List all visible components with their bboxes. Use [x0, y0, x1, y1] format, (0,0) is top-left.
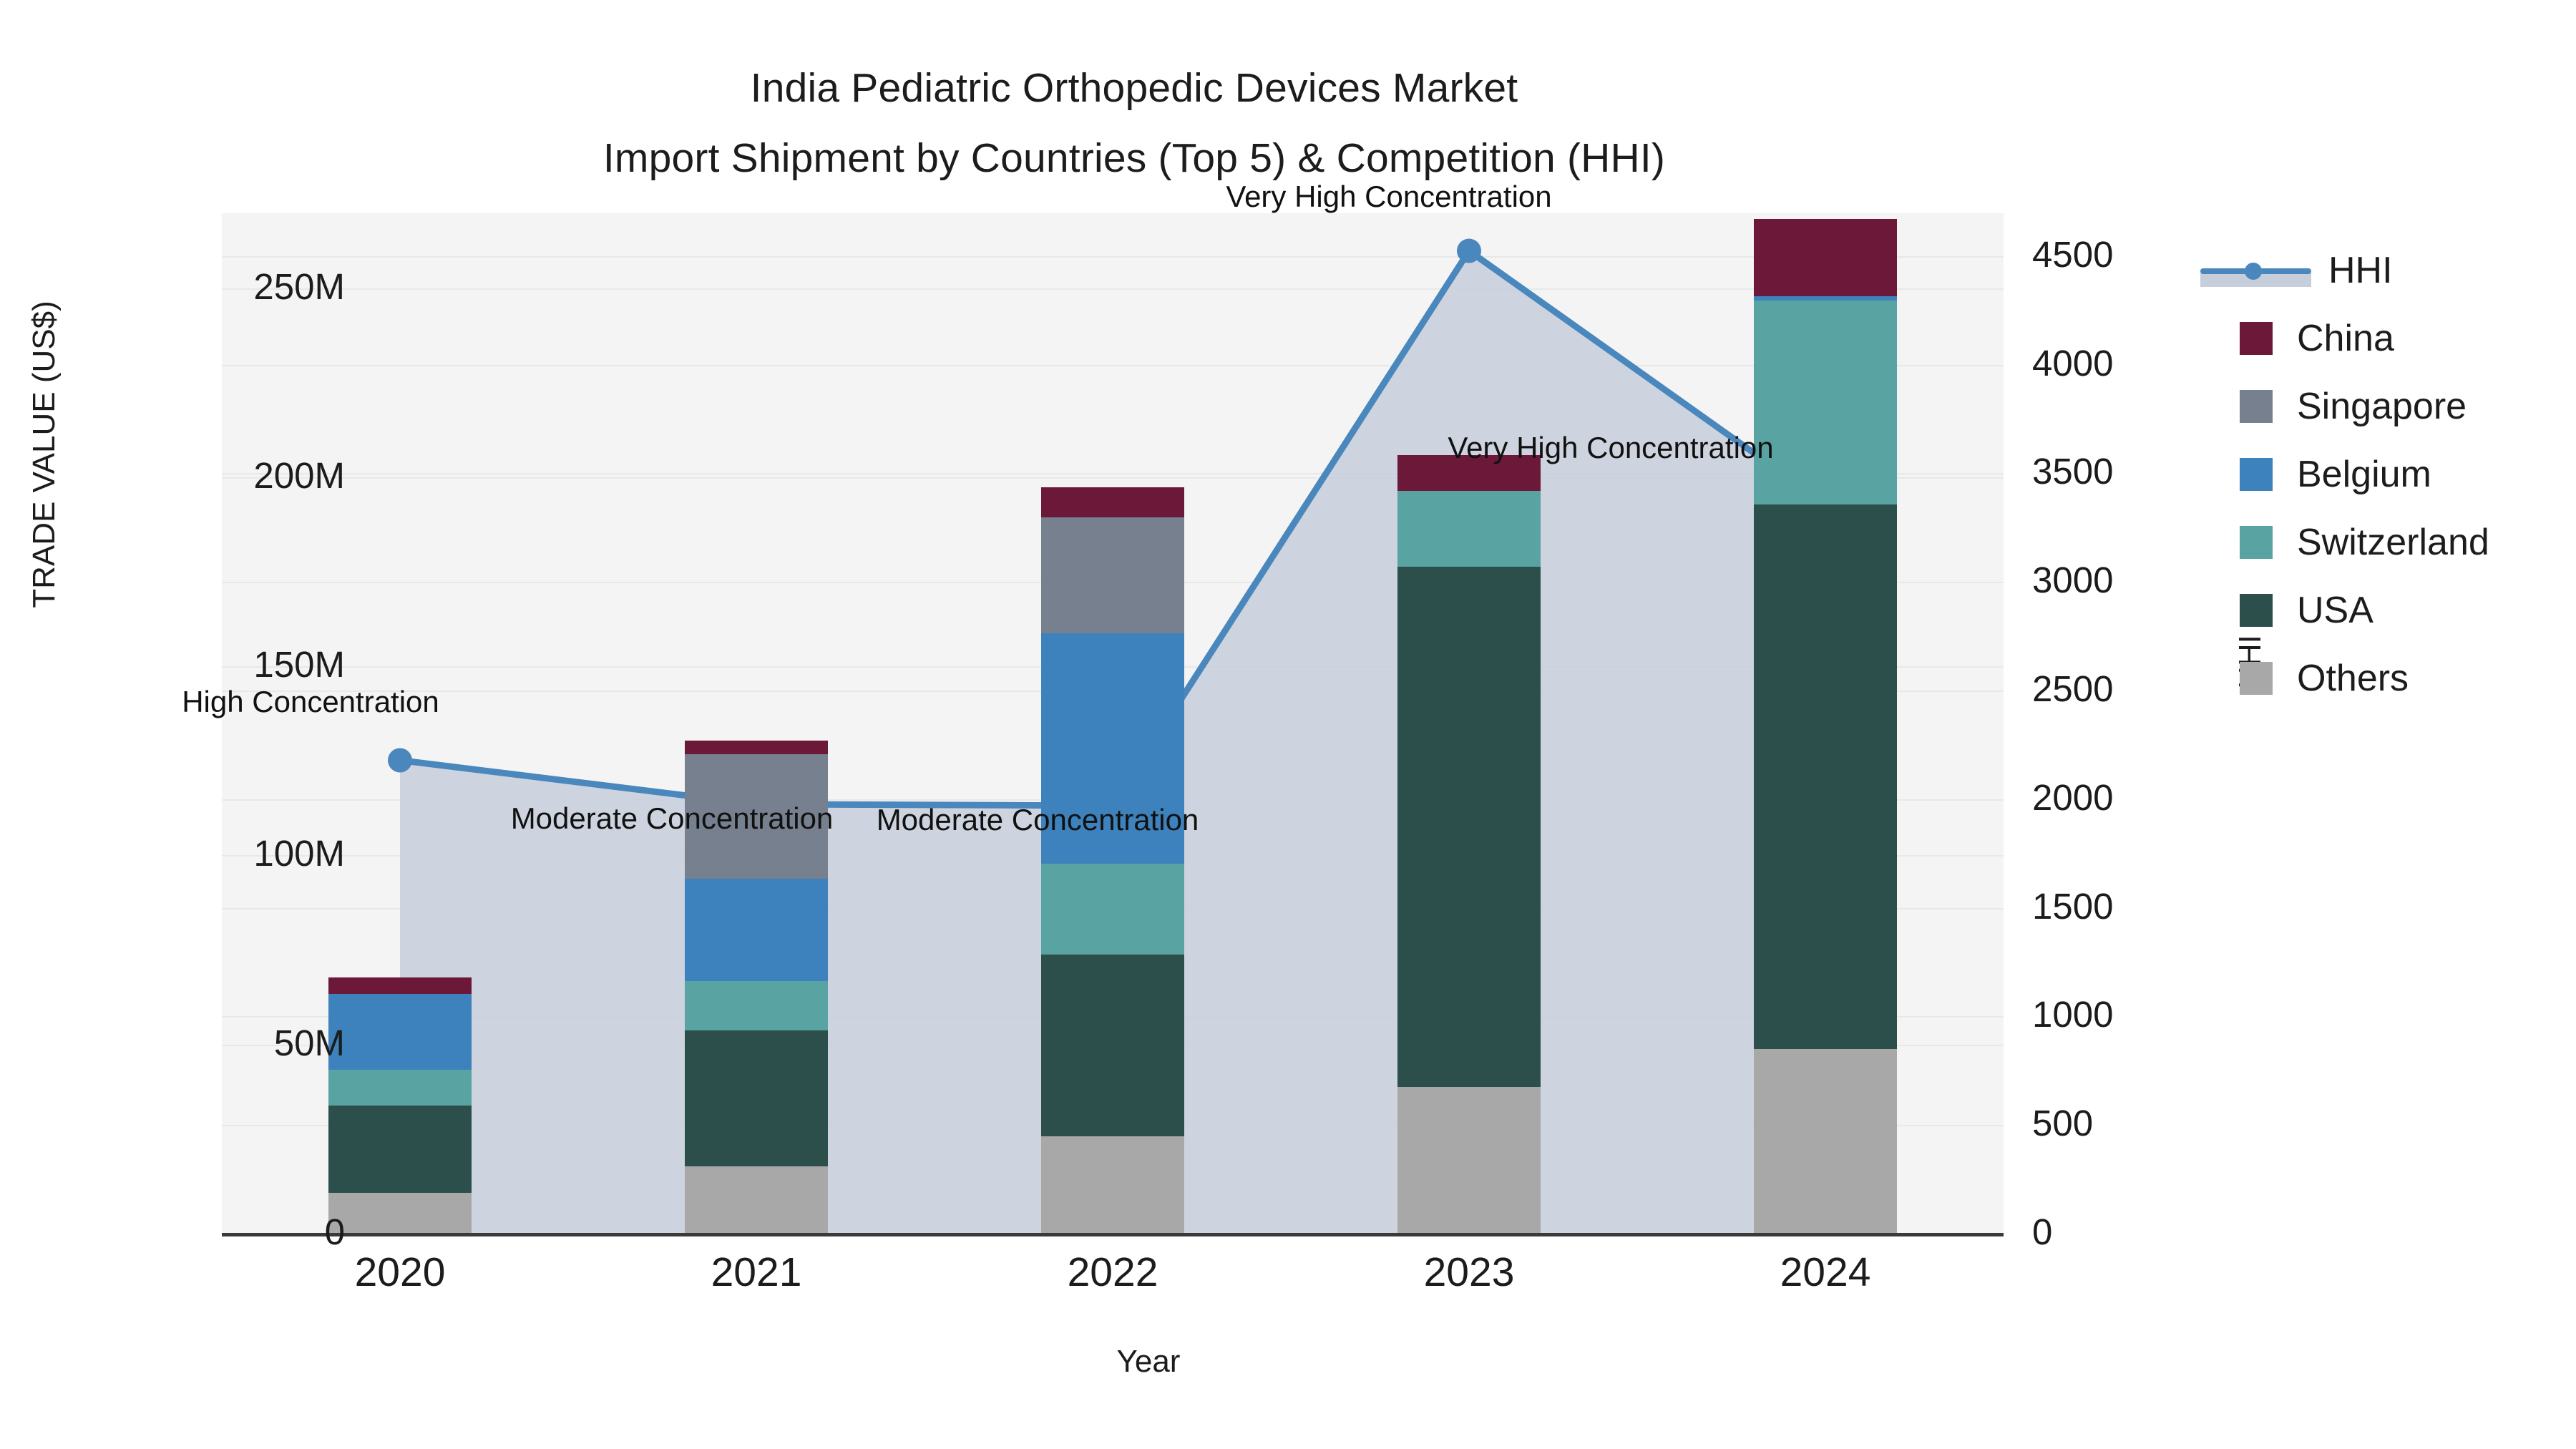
bar-segment-belgium[interactable]: [1754, 296, 1897, 301]
y-tick-left: 150M: [253, 644, 345, 686]
legend-label: USA: [2297, 589, 2373, 631]
y-tick-left: 200M: [253, 454, 345, 496]
annotation-label: Very High Concentration: [1226, 179, 1552, 213]
legend-color-swatch: [2240, 525, 2273, 559]
legend-label: Others: [2297, 657, 2409, 699]
gridline: [222, 364, 2004, 366]
bar-segment-singapore[interactable]: [1041, 517, 1184, 633]
x-axis-label: Year: [1116, 1344, 1181, 1379]
x-axis-line: [222, 1233, 2004, 1236]
chart-title-block: India Pediatric Orthopedic Devices Marke…: [0, 53, 2268, 193]
y-tick-right: 2000: [2032, 776, 2114, 818]
legend-fill-band: [2200, 272, 2311, 287]
legend-line-swatch: [2200, 254, 2311, 287]
bar-segment-others[interactable]: [1041, 1136, 1184, 1234]
bar-segment-usa[interactable]: [685, 1030, 828, 1166]
y-tick-right: 4000: [2032, 342, 2114, 384]
hhi-marker[interactable]: [1457, 238, 1481, 263]
bar-group[interactable]: [1397, 213, 1541, 1234]
gridline: [222, 473, 2004, 475]
y-tick-right: 0: [2032, 1211, 2053, 1252]
legend-item-belgium[interactable]: Belgium: [2240, 440, 2576, 508]
legend-label: Singapore: [2297, 385, 2467, 427]
legend-label: HHI: [2328, 249, 2393, 291]
bar-group[interactable]: [685, 213, 828, 1234]
legend-item-china[interactable]: China: [2240, 304, 2576, 372]
bar-segment-others[interactable]: [685, 1166, 828, 1234]
x-tick-2023: 2023: [1423, 1249, 1515, 1295]
hhi-marker[interactable]: [388, 748, 412, 773]
x-tick-2022: 2022: [1067, 1249, 1158, 1295]
bar-segment-others[interactable]: [1754, 1049, 1897, 1234]
y-tick-right: 500: [2032, 1103, 2094, 1144]
legend-color-swatch: [2240, 389, 2273, 423]
y-tick-left: 0: [324, 1211, 345, 1252]
plot-inner: High Concentration Moderate Concentration…: [182, 180, 2004, 1236]
legend-color-swatch: [2240, 457, 2273, 491]
gridline: [222, 288, 2004, 290]
bar-segment-china[interactable]: [328, 977, 472, 995]
x-tick-2020: 2020: [354, 1249, 446, 1295]
page-title: India Pediatric Orthopedic Devices Marke…: [750, 65, 1518, 111]
legend-label: China: [2297, 317, 2394, 359]
bar-group[interactable]: [328, 213, 472, 1234]
bar-segment-switzerland[interactable]: [1397, 491, 1541, 567]
y-tick-right: 3000: [2032, 560, 2114, 601]
y-tick-right: 1500: [2032, 885, 2114, 927]
bar-segment-switzerland[interactable]: [1041, 864, 1184, 955]
bar-segment-china[interactable]: [1397, 455, 1541, 492]
bar-segment-usa[interactable]: [1754, 504, 1897, 1050]
bar-segment-singapore[interactable]: [685, 753, 828, 879]
annotation-label: Very High Concentration: [1448, 430, 1774, 464]
y-tick-right: 2500: [2032, 668, 2114, 709]
y-tick-left: 50M: [273, 1022, 345, 1063]
bar-segment-usa[interactable]: [328, 1106, 472, 1193]
bar-segment-switzerland[interactable]: [1754, 300, 1897, 504]
legend-item-usa[interactable]: USA: [2240, 576, 2576, 644]
x-tick-2024: 2024: [1780, 1249, 1871, 1295]
y-tick-left: 100M: [253, 833, 345, 874]
bar-segment-belgium[interactable]: [685, 879, 828, 981]
bar-segment-switzerland[interactable]: [328, 1070, 472, 1106]
bar-segment-others[interactable]: [328, 1192, 472, 1234]
gridline: [222, 255, 2004, 258]
bar-segment-china[interactable]: [685, 741, 828, 754]
y-tick-right: 1000: [2032, 994, 2114, 1035]
annotation-label: High Concentration: [182, 684, 439, 718]
legend-line-marker: [2245, 262, 2262, 280]
legend-item-singapore[interactable]: Singapore: [2240, 372, 2576, 440]
annotation-label: Moderate Concentration: [876, 802, 1199, 836]
legend-color-swatch: [2240, 661, 2273, 695]
bar-segment-usa[interactable]: [1041, 954, 1184, 1136]
bar-group[interactable]: [1041, 213, 1184, 1234]
y-tick-left: 250M: [253, 265, 345, 307]
annotation-label: Moderate Concentration: [510, 801, 834, 835]
bar-segment-switzerland[interactable]: [685, 980, 828, 1030]
gridline: [222, 477, 2004, 479]
plot-area: High Concentration Moderate Concentration…: [182, 180, 2004, 1236]
bar-segment-others[interactable]: [1397, 1086, 1541, 1234]
legend-color-swatch: [2240, 321, 2273, 355]
bar-group[interactable]: [1754, 213, 1897, 1234]
bar-segment-china[interactable]: [1754, 218, 1897, 297]
x-tick-2021: 2021: [711, 1249, 802, 1295]
legend-label: Switzerland: [2297, 521, 2489, 563]
legend-label: Belgium: [2297, 453, 2431, 495]
y-axis-label-left: TRADE VALUE (US$): [26, 301, 62, 608]
chart-legend: HHI China Singapore Belgium Switzerland USA Ot…: [2200, 236, 2576, 712]
legend-item-others[interactable]: Others: [2240, 644, 2576, 712]
bar-segment-china[interactable]: [1041, 487, 1184, 518]
legend-color-swatch: [2240, 593, 2273, 627]
y-tick-right: 3500: [2032, 451, 2114, 492]
bar-segment-belgium[interactable]: [328, 994, 472, 1070]
y-tick-right: 4500: [2032, 233, 2114, 275]
bar-segment-usa[interactable]: [1397, 567, 1541, 1087]
chart-subtitle: Import Shipment by Countries (Top 5) & C…: [602, 135, 1666, 181]
bar-segment-belgium[interactable]: [1041, 633, 1184, 864]
legend-item-switzerland[interactable]: Switzerland: [2240, 508, 2576, 576]
legend-item-hhi[interactable]: HHI: [2200, 236, 2576, 304]
